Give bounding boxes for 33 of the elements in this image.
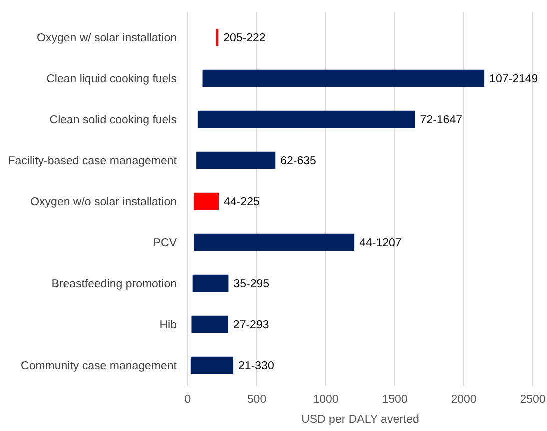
- data-label: 72-1647: [420, 114, 463, 127]
- bar: [192, 316, 228, 334]
- y-tick-label: Community case management: [21, 360, 178, 373]
- data-label: 107-2149: [490, 74, 538, 86]
- x-tick-label: 1000: [313, 394, 339, 406]
- bar: [194, 234, 355, 252]
- x-tick-label: 1500: [382, 394, 408, 406]
- x-tick-label: 2500: [520, 394, 546, 406]
- data-label: 44-225: [224, 196, 260, 209]
- x-tick-label: 500: [247, 394, 267, 406]
- x-axis-title: USD per DALY averted: [302, 414, 420, 426]
- data-label: 21-330: [238, 360, 274, 373]
- bar: [202, 70, 485, 88]
- bar: [192, 274, 229, 292]
- y-tick-label: Clean liquid cooking fuels: [46, 74, 178, 86]
- y-tick-label: Oxygen w/ solar installation: [37, 32, 177, 45]
- data-label: 205-222: [224, 32, 266, 45]
- y-tick-label: Hib: [160, 320, 177, 332]
- bar: [196, 152, 276, 170]
- y-tick-label: Facility-based case management: [8, 156, 178, 168]
- y-tick-label: Oxygen w/o solar installation: [30, 196, 177, 209]
- data-label: 62-635: [280, 156, 316, 168]
- bar: [190, 356, 234, 374]
- data-label: 35-295: [234, 278, 270, 291]
- x-tick-label: 2000: [451, 394, 477, 406]
- x-tick-label: 0: [184, 394, 192, 406]
- y-tick-label: Breastfeeding promotion: [52, 278, 177, 291]
- bar: [194, 192, 220, 210]
- data-label: 44-1207: [360, 238, 402, 250]
- bar: [198, 110, 416, 128]
- data-label: 27-293: [233, 320, 270, 332]
- y-tick-label: Clean solid cooking fuels: [50, 114, 178, 127]
- y-tick-label: PCV: [153, 238, 178, 250]
